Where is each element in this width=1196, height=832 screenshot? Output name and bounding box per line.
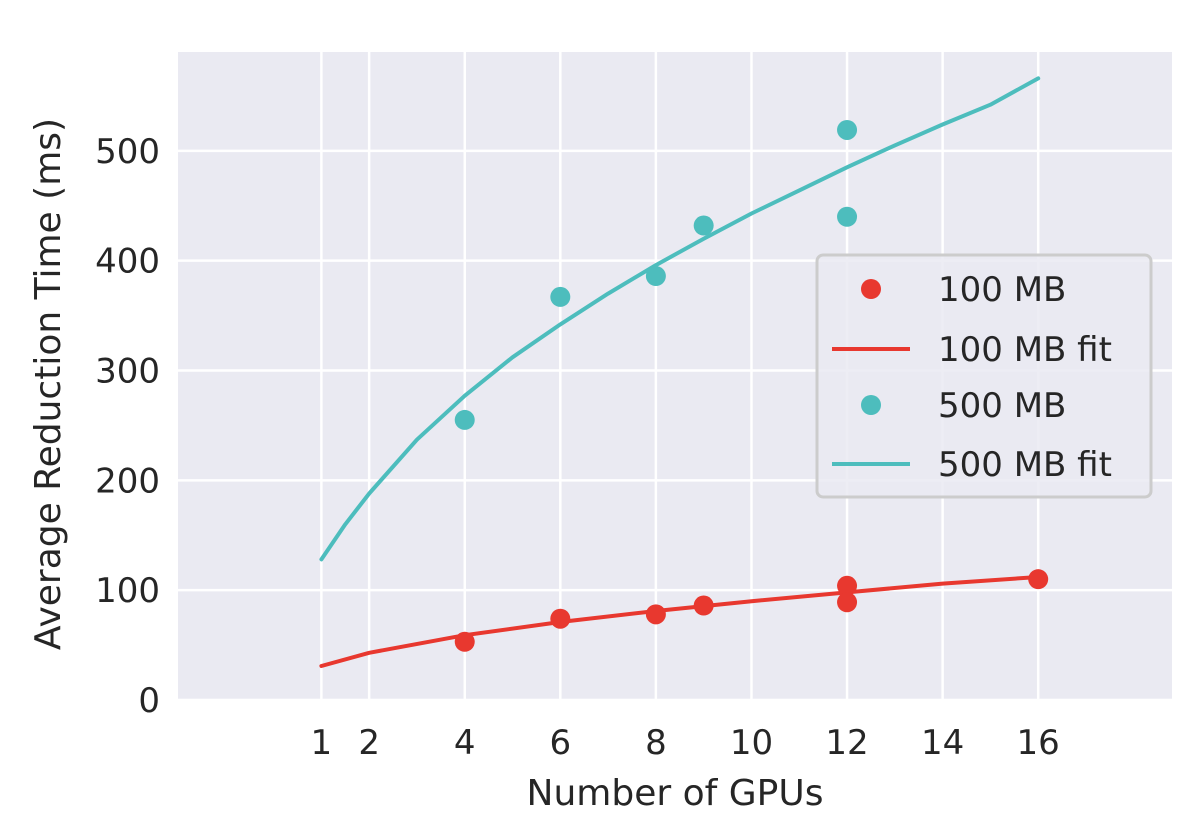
x-tick-label: 10 xyxy=(730,723,773,763)
series-points xyxy=(454,119,1049,652)
series-point-0 xyxy=(454,631,475,652)
series-point-2 xyxy=(550,286,571,307)
legend-point-marker xyxy=(861,279,881,299)
series-point-0 xyxy=(550,608,571,629)
y-tick-label: 0 xyxy=(138,681,160,721)
series-point-2 xyxy=(837,119,858,140)
series-point-2 xyxy=(645,266,666,287)
x-tick-label: 1 xyxy=(311,723,333,763)
x-tick-label: 14 xyxy=(921,723,964,763)
legend-label: 500 MB fit xyxy=(938,445,1112,485)
series-point-0 xyxy=(837,592,858,613)
x-tick-label: 16 xyxy=(1017,723,1060,763)
x-axis-title: Number of GPUs xyxy=(527,773,824,814)
y-tick-label: 400 xyxy=(95,242,160,282)
x-tick-label: 12 xyxy=(825,723,868,763)
legend: 100 MB 100 MB fit 500 MB 500 MB fit xyxy=(815,253,1153,499)
y-axis-ticks: 0 100 200 300 400 500 xyxy=(95,132,160,721)
series-point-0 xyxy=(837,575,858,596)
legend-label: 100 MB fit xyxy=(938,330,1112,370)
series-point-2 xyxy=(693,215,714,236)
legend-label: 500 MB xyxy=(938,386,1066,426)
legend-label: 100 MB xyxy=(938,270,1066,310)
series-point-2 xyxy=(837,206,858,227)
x-tick-label: 8 xyxy=(645,723,667,763)
y-tick-label: 100 xyxy=(95,571,160,611)
y-axis-title: Average Reduction Time (ms) xyxy=(28,118,69,650)
x-tick-label: 4 xyxy=(454,723,476,763)
legend-point-marker xyxy=(861,395,881,415)
legend-box xyxy=(815,253,1153,499)
x-tick-label: 6 xyxy=(549,723,571,763)
series-point-0 xyxy=(693,595,714,616)
series-point-2 xyxy=(454,409,475,430)
x-tick-label: 2 xyxy=(358,723,380,763)
x-axis-ticks: 1 2 4 6 8 10 12 14 16 xyxy=(311,723,1060,763)
series-point-0 xyxy=(1028,569,1049,590)
y-tick-label: 500 xyxy=(95,132,160,172)
y-tick-label: 300 xyxy=(95,352,160,392)
y-tick-label: 200 xyxy=(95,461,160,501)
series-line-3 xyxy=(319,76,1041,562)
series-point-0 xyxy=(645,604,666,625)
